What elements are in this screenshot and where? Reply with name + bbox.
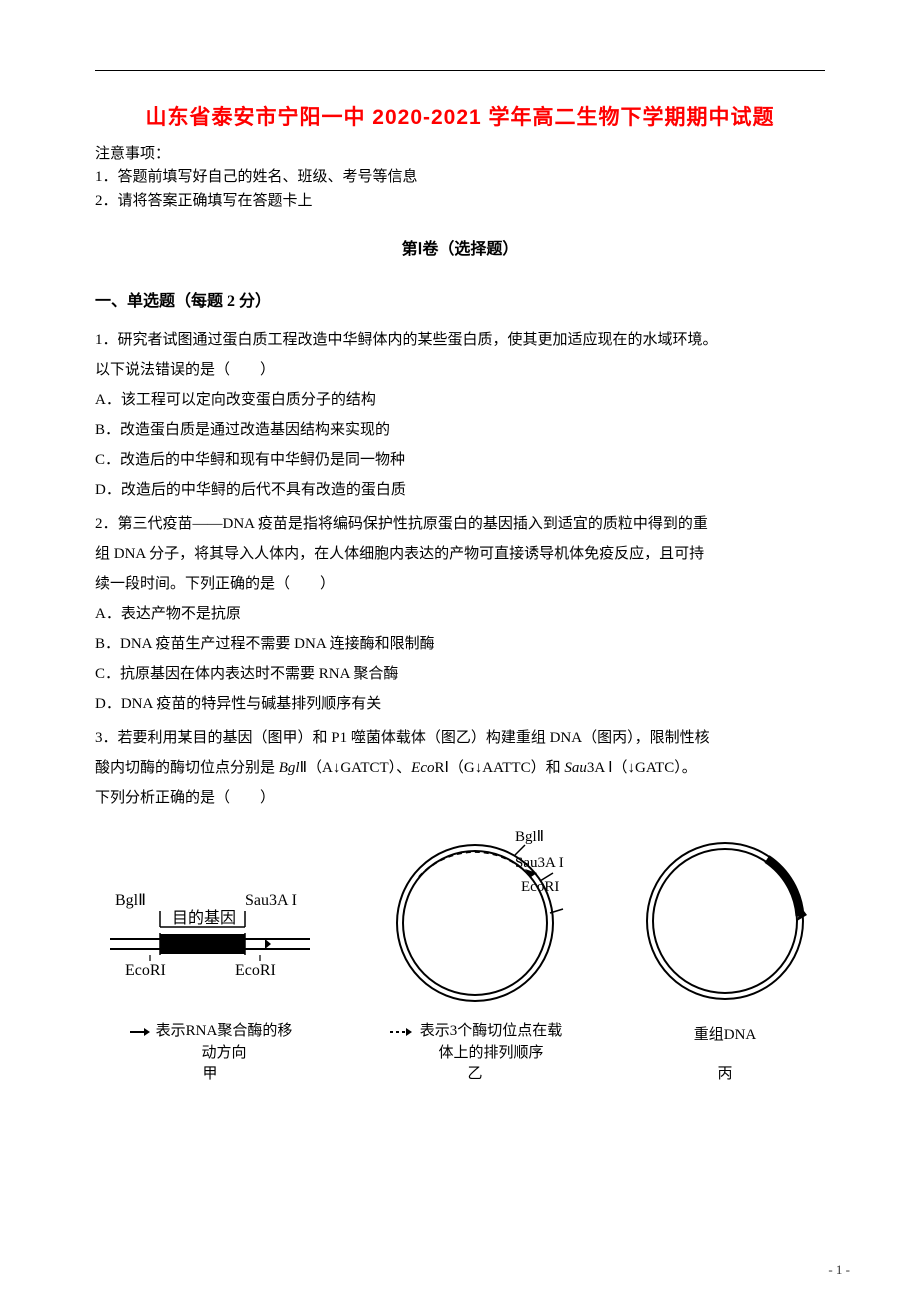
figure-row: BglⅡ Sau3A I 目的基因 EcoRI EcoRI — [95, 821, 825, 1086]
caption-text: 体上的排列顺序 — [420, 1043, 563, 1065]
label-ecori: EcoRI — [521, 879, 559, 895]
notes-block: 注意事项： 1．答题前填写好自己的姓名、班级、考号等信息 2．请将答案正确填写在… — [95, 143, 825, 213]
arrow-icon — [128, 1025, 150, 1039]
label-target-gene: 目的基因 — [172, 909, 236, 927]
notes-heading: 注意事项： — [95, 143, 825, 166]
q3-stem: 3．若要利用某目的基因（图甲）和 P1 噬菌体载体（图乙）构建重组 DNA（图丙… — [95, 723, 825, 753]
question-3: 3．若要利用某目的基因（图甲）和 P1 噬菌体载体（图乙）构建重组 DNA（图丙… — [95, 723, 825, 813]
figure-yi: BglⅡ Sau3A I EcoRI 表示3个酶切位点在载 体上的排列顺序 乙 — [365, 823, 585, 1086]
question-1: 1．研究者试图通过蛋白质工程改造中华鲟体内的某些蛋白质，使其更加适应现在的水域环… — [95, 325, 825, 505]
document-title: 山东省泰安市宁阳一中 2020-2021 学年高二生物下学期期中试题 — [95, 101, 825, 131]
q1-option-a: A．该工程可以定向改变蛋白质分子的结构 — [95, 385, 825, 415]
enzyme-name: Bgl — [279, 760, 300, 776]
figure-yi-svg: BglⅡ Sau3A I EcoRI — [365, 823, 585, 1013]
caption-label: 甲 — [95, 1064, 325, 1086]
q1-option-d: D．改造后的中华鲟的后代不具有改造的蛋白质 — [95, 475, 825, 505]
label-bgl2: BglⅡ — [515, 829, 544, 845]
q2-stem: 组 DNA 分子，将其导入人体内，在人体细胞内表达的产物可直接诱导机体免疫反应，… — [95, 539, 825, 569]
figure-bing: 重组DNA 丙 — [625, 821, 825, 1086]
label-bgl2: BglⅡ — [115, 892, 146, 909]
figure-jia: BglⅡ Sau3A I 目的基因 EcoRI EcoRI — [95, 883, 325, 1086]
q3-text: 3A Ⅰ（↓GATC）。 — [587, 760, 697, 776]
label-ecori: EcoRI — [125, 962, 166, 979]
caption-text: 表示3个酶切位点在载 — [420, 1021, 563, 1043]
label-recomb-dna: 重组DNA — [625, 1025, 825, 1047]
label-sau3a: Sau3A I — [245, 892, 297, 909]
caption-text: 表示RNA聚合酶的移 — [156, 1021, 293, 1043]
label-ecori: EcoRI — [235, 962, 276, 979]
notes-line: 2．请将答案正确填写在答题卡上 — [95, 190, 825, 213]
q3-stem: 下列分析正确的是（ ） — [95, 783, 825, 813]
q1-stem: 以下说法错误的是（ ） — [95, 355, 825, 385]
caption-text: 动方向 — [156, 1043, 293, 1065]
q1-stem: 1．研究者试图通过蛋白质工程改造中华鲟体内的某些蛋白质，使其更加适应现在的水域环… — [95, 325, 825, 355]
caption-label: 丙 — [625, 1064, 825, 1086]
notes-line: 1．答题前填写好自己的姓名、班级、考号等信息 — [95, 166, 825, 189]
q1-option-b: B．改造蛋白质是通过改造基因结构来实现的 — [95, 415, 825, 445]
q3-text: Ⅱ（A↓GATCT）、 — [300, 760, 412, 776]
figure-yi-caption: 表示3个酶切位点在载 体上的排列顺序 — [365, 1021, 585, 1065]
q2-option-d: D．DNA 疫苗的特异性与碱基排列顺序有关 — [95, 689, 825, 719]
q2-stem: 续一段时间。下列正确的是（ ） — [95, 569, 825, 599]
figure-jia-caption: 表示RNA聚合酶的移 动方向 — [95, 1021, 325, 1065]
figure-jia-svg: BglⅡ Sau3A I 目的基因 EcoRI EcoRI — [95, 883, 325, 1013]
figure-bing-svg — [625, 821, 825, 1011]
enzyme-name: Sau — [564, 760, 587, 776]
dashed-arrow-icon — [388, 1025, 414, 1039]
page-number: - 1 - — [828, 1262, 850, 1278]
part-heading: 一、单选题（每题 2 分） — [95, 287, 825, 311]
q3-stem: 酸内切酶的酶切位点分别是 BglⅡ（A↓GATCT）、EcoRⅠ（G↓AATTC… — [95, 753, 825, 783]
caption-label: 乙 — [365, 1064, 585, 1086]
q2-option-a: A．表达产物不是抗原 — [95, 599, 825, 629]
label-sau3a: Sau3A I — [515, 855, 564, 871]
q2-option-b: B．DNA 疫苗生产过程不需要 DNA 连接酶和限制酶 — [95, 629, 825, 659]
q3-text: RⅠ（G↓AATTC）和 — [435, 760, 565, 776]
question-2: 2．第三代疫苗——DNA 疫苗是指将编码保护性抗原蛋白的基因插入到适宜的质粒中得… — [95, 509, 825, 719]
section-label: 第Ⅰ卷（选择题） — [95, 235, 825, 259]
q1-option-c: C．改造后的中华鲟和现有中华鲟仍是同一物种 — [95, 445, 825, 475]
q2-option-c: C．抗原基因在体内表达时不需要 RNA 聚合酶 — [95, 659, 825, 689]
q3-text: 酸内切酶的酶切位点分别是 — [95, 760, 279, 776]
enzyme-name: Eco — [411, 760, 434, 776]
q2-stem: 2．第三代疫苗——DNA 疫苗是指将编码保护性抗原蛋白的基因插入到适宜的质粒中得… — [95, 509, 825, 539]
